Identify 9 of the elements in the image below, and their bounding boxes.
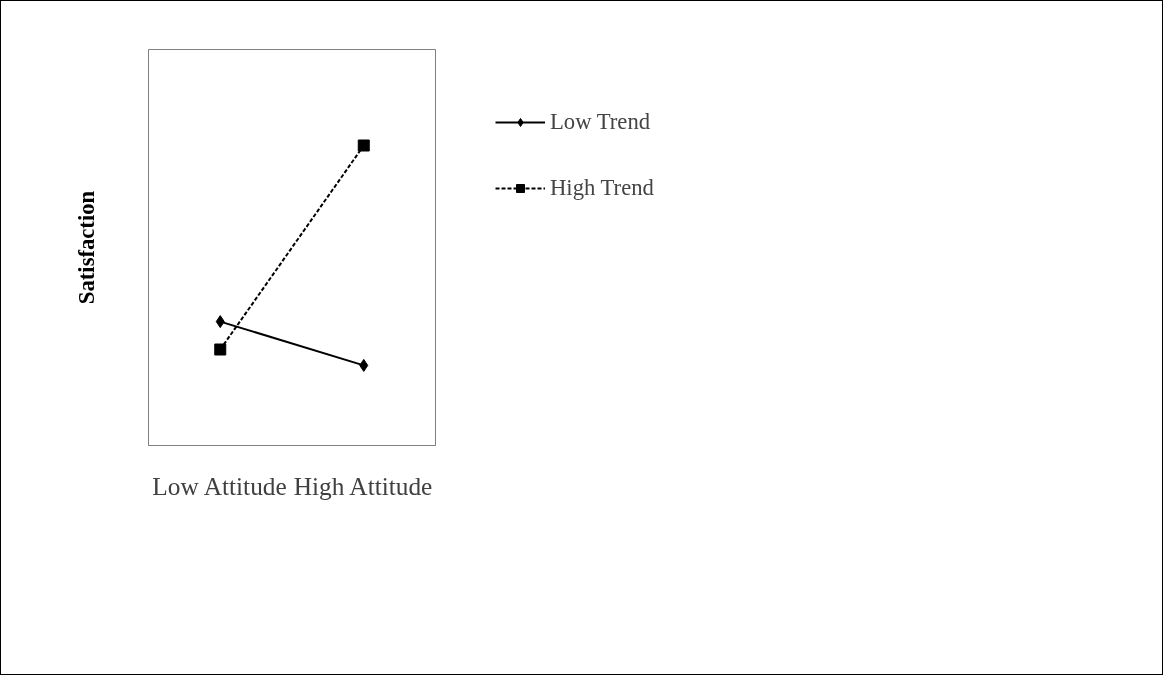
x-tick-label: Low Attitude [152, 471, 287, 500]
x-tick-label: High Attitude [293, 471, 433, 500]
point [357, 139, 370, 152]
y-axis-title: Satisfaction [73, 190, 99, 305]
point [214, 343, 227, 356]
point [359, 358, 369, 372]
point [215, 315, 225, 329]
legend-label: Low Trend [550, 109, 651, 135]
legend-label: High Trend [550, 175, 654, 201]
